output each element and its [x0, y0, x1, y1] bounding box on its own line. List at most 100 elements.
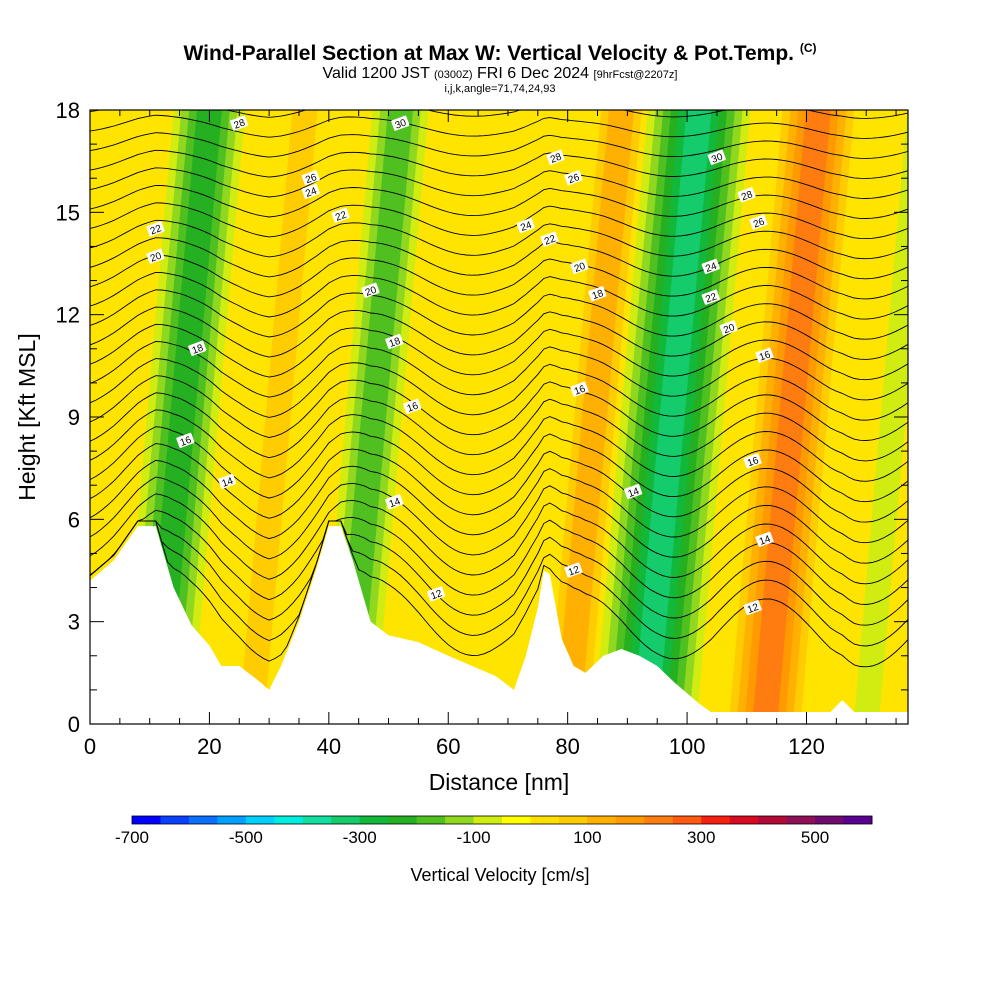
theta-contour-label-text: 20 [364, 285, 379, 299]
theta-contour-line [90, 237, 908, 280]
colorbar-swatch [502, 816, 531, 824]
theta-contour-label: 28 [737, 187, 756, 203]
colorbar-swatch [388, 816, 418, 824]
chart-title-block: Wind-Parallel Section at Max W: Vertical… [0, 36, 1000, 95]
colorbar-swatch [188, 816, 218, 824]
colorbar-swatch [815, 816, 844, 824]
y-tick-label: 12 [56, 303, 80, 328]
theta-contour-line [90, 80, 908, 99]
theta-contour-line [90, 358, 908, 421]
theta-contour-label: 18 [385, 333, 404, 350]
x-tick-label: 0 [84, 734, 96, 759]
colorbar: -700 -500 -300 -100 100 300 500 [115, 815, 873, 847]
theta-contour-label: 20 [570, 258, 589, 275]
theta-contour-label: 16 [403, 398, 422, 415]
theta-contour-label: 16 [755, 347, 774, 364]
theta-contour-label-text: 24 [704, 261, 719, 275]
theta-contour-line [90, 409, 908, 482]
theta-contour-label-text: 28 [233, 117, 248, 131]
theta-contour-line [90, 7, 908, 22]
colorbar-swatch [359, 816, 389, 824]
colorbar-swatch [473, 816, 503, 824]
theta-contour-line [90, 375, 908, 441]
theta-contour-label-text: 20 [573, 261, 588, 275]
theta-contour-line [90, 459, 908, 544]
w-band-4-level-0 [238, 110, 318, 724]
colorbar-swatch [302, 816, 332, 824]
x-tick-label: 40 [317, 734, 341, 759]
theta-contour-label-text: 30 [710, 151, 725, 165]
theta-contour-line [90, 132, 908, 159]
colorbar-swatch [132, 816, 161, 824]
theta-contour-label-text: 22 [543, 233, 558, 247]
theta-contour-label: 12 [564, 562, 583, 579]
theta-contour-line [90, 149, 908, 179]
theta-contour-line [90, 520, 908, 668]
theta-contour-label: 22 [701, 289, 720, 306]
colorbar-swatch [160, 816, 190, 824]
theta-contour-label-text: 16 [406, 400, 421, 414]
theta-contour-label: 20 [719, 320, 738, 336]
theta-contour-label-text: 16 [746, 455, 761, 469]
theta-contour-label: 24 [516, 217, 535, 234]
x-tick-label: 80 [555, 734, 579, 759]
theta-contour-line [90, 476, 908, 564]
chart-title: Wind-Parallel Section at Max W: Vertical… [183, 41, 817, 65]
theta-contour-label: 22 [146, 221, 165, 237]
theta-contour-label-text: 14 [627, 486, 642, 500]
theta-contour-label-text: 16 [758, 349, 773, 363]
theta-contour-label: 16 [176, 432, 195, 449]
theta-contour-label: 22 [331, 207, 350, 224]
theta-contour-label: 14 [755, 531, 774, 548]
theta-contour-line [90, 219, 908, 260]
colorbar-label: Vertical Velocity [cm/s] [410, 865, 589, 885]
theta-contour-label: 14 [624, 483, 643, 500]
theta-contour-label: 28 [229, 115, 249, 132]
colorbar-tick-label: -100 [457, 828, 491, 847]
theta-contour-label-text: 24 [304, 186, 319, 200]
theta-contour-label: 20 [146, 248, 165, 265]
colorbar-tick-label: -300 [343, 828, 377, 847]
theta-contour-label-text: 18 [191, 342, 206, 356]
theta-contour-label-text: 28 [740, 189, 755, 203]
theta-contour-label: 24 [701, 258, 720, 275]
w-band-6-level-3 [752, 110, 831, 724]
theta-contour-label: 22 [540, 231, 559, 248]
y-tick-label: 0 [68, 712, 80, 737]
theta-contour-label-text: 14 [758, 534, 773, 548]
colorbar-swatch [217, 816, 247, 824]
theta-contour-line [90, 184, 908, 219]
theta-contour-label-text: 18 [388, 336, 403, 350]
theta-contour-line [90, 306, 908, 360]
colorbar-swatch [331, 816, 361, 824]
theta-contour-line [90, 509, 908, 605]
terrain-mask [90, 526, 908, 724]
theta-contour-label: 26 [564, 170, 583, 186]
colorbar-swatch [587, 816, 617, 824]
colorbar-swatch [729, 816, 759, 824]
y-tick-label: 6 [68, 507, 80, 532]
theta-contour-label-text: 26 [304, 172, 319, 186]
colorbar-swatch [245, 816, 275, 824]
theta-contour-line [90, 493, 908, 585]
theta-contour-label-text: 22 [704, 291, 719, 305]
theta-contour-label-text: 16 [573, 383, 588, 397]
title-mark: (C) [799, 41, 817, 55]
colorbar-swatch [843, 816, 873, 824]
theta-contour-label-text: 26 [752, 216, 767, 230]
theta-contour-label-text: 12 [430, 588, 445, 602]
colorbar-swatch [701, 816, 731, 824]
colorbar-swatch [445, 816, 474, 824]
axes: 0 20 40 60 80 100 120 0 3 6 9 12 15 18 [56, 98, 908, 759]
theta-contour-line [90, 341, 908, 401]
colorbar-frame [131, 815, 873, 825]
theta-contour-line [90, 520, 908, 626]
theta-contour-label: 16 [570, 381, 589, 398]
colorbar-tick-label: -500 [229, 828, 263, 847]
y-tick-label: 18 [56, 98, 80, 123]
theta-contour-line [90, 62, 908, 78]
theta-contour-label-text: 24 [519, 220, 534, 234]
x-axis-label: Distance [nm] [429, 769, 570, 795]
